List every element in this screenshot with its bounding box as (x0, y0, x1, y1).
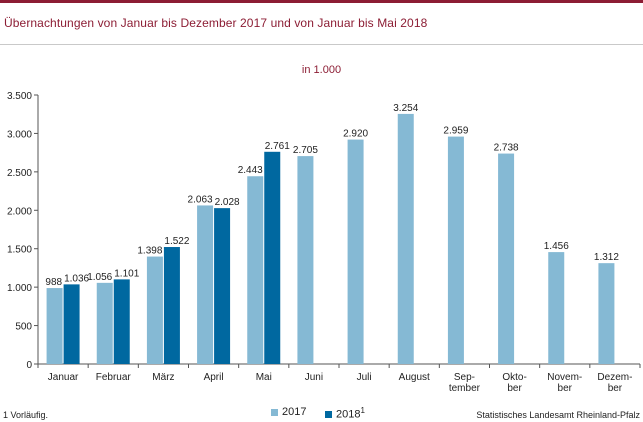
x-tick-label: August (399, 372, 430, 383)
data-label-2018: 1.036 (64, 273, 89, 284)
legend-label-2018: 2018 (336, 408, 361, 421)
bar-2017 (447, 136, 464, 364)
data-label-2017: 2.959 (443, 126, 468, 137)
chart-subtitle: in 1.000 (301, 64, 342, 76)
footnote: 1 Vorläufig. (3, 410, 49, 420)
source-note: Statistisches Landesamt Rheinland-Pfalz (476, 410, 640, 420)
y-tick-label: 1.000 (7, 283, 32, 294)
legend-item-2017: 2017 (271, 406, 306, 418)
chart-title: Übernachtungen von Januar bis Dezember 2… (4, 16, 428, 30)
y-tick-label: 2.500 (7, 168, 32, 179)
bar-2017 (96, 282, 113, 364)
x-tick-label: ber (608, 383, 623, 394)
bar-2018 (63, 284, 80, 364)
x-tick-label: Novem- (547, 372, 582, 383)
legend-item-2018: 20181 (325, 406, 365, 421)
bar-2018 (163, 247, 180, 364)
title-separator (0, 44, 643, 45)
bar-2017 (347, 139, 364, 364)
bar-2017 (548, 252, 565, 364)
data-label-2017: 1.398 (137, 246, 162, 257)
x-tick-label: ber (558, 383, 573, 394)
data-label-2018: 2.761 (265, 141, 290, 152)
bar-2017 (498, 153, 515, 364)
y-tick-label: 500 (15, 322, 32, 333)
legend-swatch-2018 (325, 411, 332, 419)
data-label-2017: 2.063 (188, 194, 213, 205)
bar-2018 (214, 208, 231, 364)
bar-2017 (46, 288, 63, 364)
data-label-2017: 1.312 (594, 252, 619, 263)
data-label-2017: 1.056 (87, 272, 112, 283)
bar-2017 (297, 156, 314, 364)
data-label-2017: 1.456 (544, 241, 569, 252)
x-tick-label: Juli (357, 372, 372, 383)
legend-footnote-marker: 1 (360, 406, 365, 415)
y-tick-label: 1.500 (7, 245, 32, 256)
x-tick-label: ber (507, 383, 522, 394)
data-label-2018: 1.101 (114, 268, 139, 279)
bar-2017 (247, 176, 264, 364)
x-tick-label: Dezem- (597, 372, 632, 383)
data-label-2017: 2.920 (343, 129, 368, 140)
bar-2017 (146, 256, 163, 364)
data-label-2017: 2.443 (238, 165, 263, 176)
y-tick-label: 3.500 (7, 91, 32, 102)
x-tick-label: April (204, 372, 224, 383)
x-tick-label: März (152, 372, 174, 383)
bar-2017 (397, 113, 414, 364)
x-tick-label: Sep- (454, 372, 475, 383)
data-label-2017: 2.705 (293, 145, 318, 156)
data-label-2017: 2.738 (494, 143, 519, 154)
top-rule (0, 0, 643, 3)
x-tick-label: Januar (48, 372, 79, 383)
data-label-2018: 1.522 (164, 236, 189, 247)
y-tick-label: 3.000 (7, 129, 32, 140)
x-tick-label: Juni (305, 372, 323, 383)
x-tick-label: tember (449, 383, 481, 394)
y-tick-label: 0 (26, 360, 32, 371)
bar-2018 (113, 279, 130, 364)
legend-label-2017: 2017 (282, 406, 307, 418)
legend-swatch-2017 (271, 408, 278, 416)
data-label-2017: 3.254 (393, 103, 418, 114)
bar-2017 (197, 205, 214, 364)
bar-2017 (598, 263, 615, 364)
data-label-2017: 988 (45, 277, 62, 288)
x-tick-label: Februar (96, 372, 132, 383)
x-tick-label: Okto- (502, 372, 526, 383)
y-tick-label: 2.000 (7, 206, 32, 217)
x-tick-label: Mai (256, 372, 272, 383)
bar-2018 (264, 151, 281, 364)
data-label-2018: 2.028 (215, 197, 240, 208)
